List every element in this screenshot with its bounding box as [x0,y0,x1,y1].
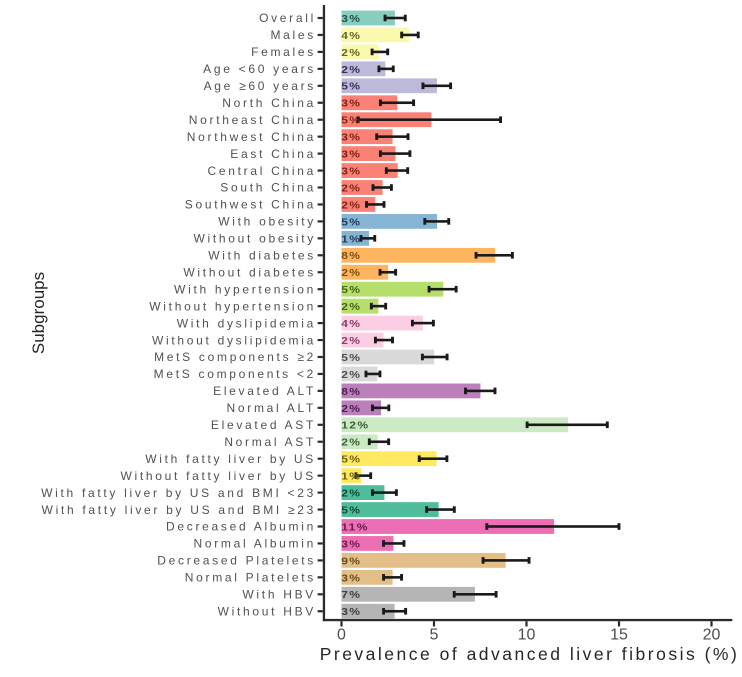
svg-text:Age ≥60 years: Age ≥60 years [204,79,316,93]
svg-text:Without dyslipidemia: Without dyslipidemia [152,333,316,347]
svg-text:Northwest China: Northwest China [187,130,316,144]
svg-text:2%: 2% [341,302,361,313]
svg-text:3%: 3% [341,149,361,160]
svg-text:5%: 5% [341,353,361,364]
svg-text:5%: 5% [341,454,361,465]
svg-text:11%: 11% [341,522,369,533]
svg-text:3%: 3% [341,98,361,109]
svg-text:20: 20 [703,627,721,644]
svg-text:8%: 8% [341,387,361,398]
svg-text:Without hypertension: Without hypertension [149,299,316,313]
svg-text:Subgroups: Subgroups [29,272,48,354]
svg-text:5%: 5% [341,505,361,516]
svg-text:Elevated ALT: Elevated ALT [213,384,316,398]
svg-text:With hypertension: With hypertension [174,282,316,296]
svg-text:5%: 5% [341,81,361,92]
svg-text:2%: 2% [341,268,361,279]
svg-text:With obesity: With obesity [218,215,316,229]
svg-text:5%: 5% [341,285,361,296]
svg-text:2%: 2% [341,183,361,194]
svg-text:Males: Males [270,28,316,42]
svg-text:0: 0 [337,627,346,644]
svg-text:With fatty liver by US and BMI: With fatty liver by US and BMI <23 [41,486,316,500]
svg-text:Without obesity: Without obesity [193,232,316,246]
svg-text:15: 15 [610,627,628,644]
svg-text:With fatty liver by US and BMI: With fatty liver by US and BMI ≥23 [42,503,316,517]
svg-text:2%: 2% [341,200,361,211]
svg-text:7%: 7% [341,590,361,601]
svg-text:Age <60 years: Age <60 years [203,62,316,76]
svg-text:Elevated AST: Elevated AST [211,418,316,432]
svg-text:With fatty liver by US: With fatty liver by US [145,452,316,466]
svg-text:2%: 2% [341,404,361,415]
svg-text:Normal ALT: Normal ALT [227,401,316,415]
svg-text:MetS components <2: MetS components <2 [154,367,316,381]
svg-text:Southwest China: Southwest China [185,198,316,212]
svg-text:Decreased Platelets: Decreased Platelets [157,554,316,568]
svg-text:2%: 2% [341,488,361,499]
svg-text:Without fatty liver by US: Without fatty liver by US [120,469,316,483]
svg-text:2%: 2% [341,370,361,381]
svg-text:South China: South China [220,181,316,195]
svg-text:5%: 5% [341,217,361,228]
svg-text:With diabetes: With diabetes [208,249,316,263]
svg-text:Prevalence of advanced liver f: Prevalence of advanced liver fibrosis (%… [320,644,740,664]
svg-text:MetS components ≥2: MetS components ≥2 [154,350,316,364]
svg-text:Normal AST: Normal AST [224,435,316,449]
svg-text:Without diabetes: Without diabetes [183,265,316,279]
svg-text:9%: 9% [341,556,361,567]
svg-text:Central China: Central China [208,164,316,178]
svg-text:2%: 2% [341,437,361,448]
svg-text:Normal Albumin: Normal Albumin [194,537,317,551]
svg-text:12%: 12% [341,420,369,431]
svg-text:3%: 3% [341,539,361,550]
svg-text:Females: Females [251,45,316,59]
svg-text:2%: 2% [341,65,361,76]
svg-text:North China: North China [222,96,316,110]
svg-text:2%: 2% [341,48,361,59]
svg-text:8%: 8% [341,251,361,262]
svg-text:2%: 2% [341,336,361,347]
svg-text:3%: 3% [341,132,361,143]
svg-text:Normal Platelets: Normal Platelets [185,571,316,585]
svg-text:1%: 1% [341,471,361,482]
svg-text:With dyslipidemia: With dyslipidemia [177,316,316,330]
svg-text:3%: 3% [341,14,361,25]
svg-text:10: 10 [518,627,536,644]
svg-text:East China: East China [230,147,316,161]
svg-text:5%: 5% [341,115,361,126]
svg-text:1%: 1% [341,234,361,245]
svg-text:Northeast China: Northeast China [189,113,316,127]
svg-text:With HBV: With HBV [242,588,316,602]
svg-text:3%: 3% [341,166,361,177]
svg-text:4%: 4% [341,319,361,330]
svg-text:Decreased Albumin: Decreased Albumin [166,520,316,534]
svg-text:Without HBV: Without HBV [218,604,316,618]
svg-text:3%: 3% [341,607,361,618]
svg-text:3%: 3% [341,573,361,584]
svg-text:Overall: Overall [259,11,316,25]
svg-text:5: 5 [430,627,439,644]
svg-text:4%: 4% [341,31,361,42]
